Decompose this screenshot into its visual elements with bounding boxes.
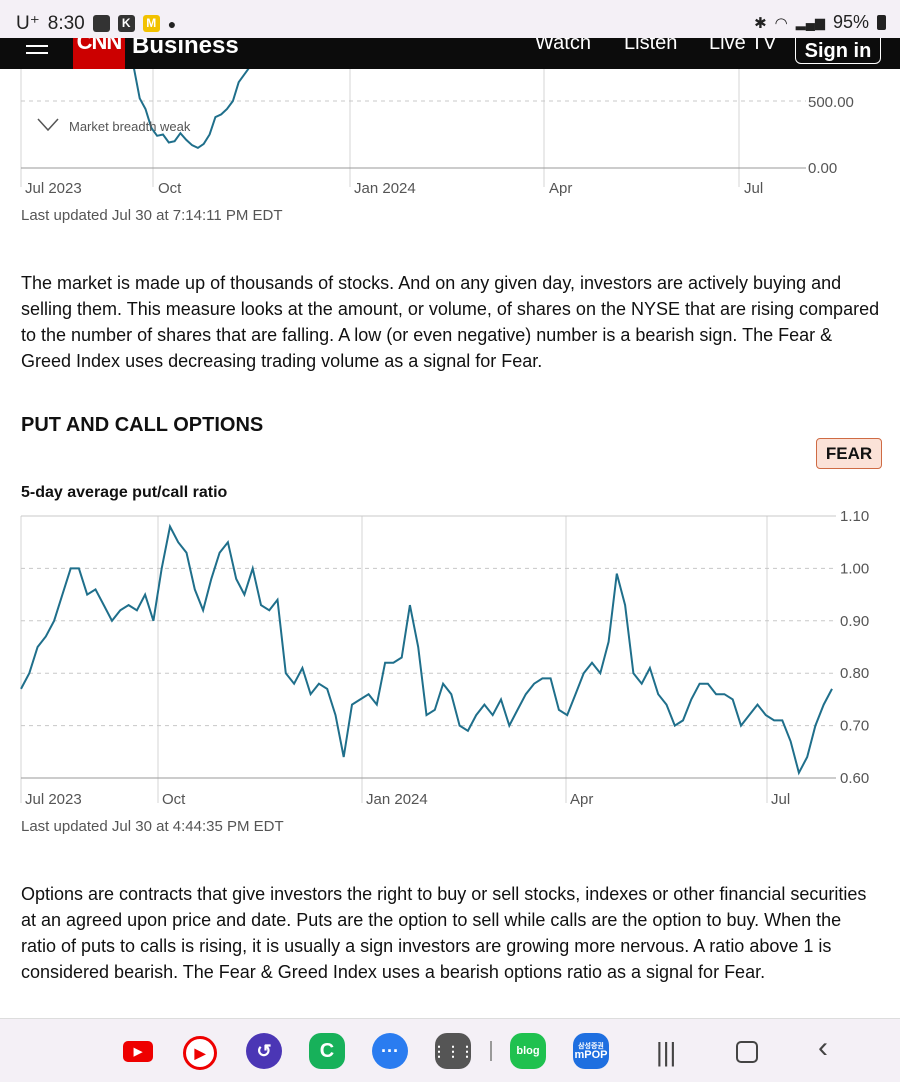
x-tick-label: Jan 2024 xyxy=(354,180,416,197)
app-drawer-icon[interactable]: ⋮⋮⋮ xyxy=(432,1033,474,1069)
x-tick-label: Apr xyxy=(549,180,572,197)
m-app-icon: M xyxy=(142,15,160,32)
y-tick-label: 500.00 xyxy=(808,94,854,111)
put-call-chart: Jul 2023 Oct Jan 2024 Apr Jul 0.60 0.70 0.80 0.9… xyxy=(0,505,900,815)
divider xyxy=(490,1041,492,1061)
x-tick-label: Oct xyxy=(162,791,186,808)
gallery-icon xyxy=(92,15,110,32)
time-label: 8:30 xyxy=(47,12,85,34)
battery-icon xyxy=(877,15,886,30)
y-tick-label: 1.00 xyxy=(840,560,869,577)
y-tick-label: 0.60 xyxy=(840,770,869,787)
mpop-app-icon[interactable]: 삼성증권 mPOP xyxy=(573,1033,609,1069)
x-tick-label: Oct xyxy=(158,180,182,197)
recent-apps-icon[interactable]: ||| xyxy=(656,1037,677,1067)
put-call-description: Options are contracts that give investor… xyxy=(21,884,867,982)
cnn-logo[interactable]: CNN xyxy=(73,38,125,69)
annotation-label: Market breadth weak xyxy=(69,119,191,134)
breadth-chart-svg: 500.00 0.00 Jul 2023 Oct Jan 2024 Apr Ju… xyxy=(20,69,854,197)
section-title[interactable]: Business xyxy=(132,38,239,59)
grid: Jul 2023 Oct Jan 2024 Apr Jul 0.60 0.70 0.80 0.9… xyxy=(20,508,869,808)
y-tick-label: 0.90 xyxy=(840,613,869,630)
k-app-icon: K xyxy=(117,15,135,32)
phone-app-icon[interactable]: C xyxy=(309,1033,345,1069)
sign-in-button[interactable]: Sign in xyxy=(795,38,881,64)
breadth-chart: 500.00 0.00 Jul 2023 Oct Jan 2024 Apr Ju… xyxy=(0,69,900,204)
chart-label: 5-day average put/call ratio xyxy=(21,484,228,501)
fear-badge: FEAR xyxy=(816,438,882,469)
mpop-top-label: 삼성증권 xyxy=(578,1043,604,1050)
mpop-label: mPOP xyxy=(574,1049,608,1061)
carrier-label: U⁺ xyxy=(16,13,40,34)
site-header: CNN Business Watch Listen Live TV Sign i… xyxy=(0,38,900,69)
youtube-music-app-icon[interactable]: ▶ xyxy=(183,1036,217,1070)
notification-dot-icon: ● xyxy=(167,15,177,32)
annotation-arrow-icon xyxy=(37,118,59,132)
x-tick-label: Jul 2023 xyxy=(25,791,82,808)
section-heading: PUT AND CALL OPTIONS xyxy=(21,414,264,436)
samsung-internet-app-icon[interactable]: ↺ xyxy=(246,1033,282,1069)
menu-icon[interactable] xyxy=(26,40,48,54)
breadth-updated: Last updated Jul 30 at 7:14:11 PM EDT xyxy=(21,207,283,224)
x-tick-label: Jul xyxy=(771,791,790,808)
battery-level: 95% xyxy=(832,12,869,32)
breadth-description: The market is made up of thousands of st… xyxy=(21,273,880,371)
nav-live-tv[interactable]: Live TV xyxy=(709,38,777,54)
x-tick-label: Apr xyxy=(570,791,593,808)
back-icon[interactable]: ‹ xyxy=(818,1031,828,1064)
put-call-series-line xyxy=(20,523,833,776)
x-tick-label: Jan 2024 xyxy=(366,791,428,808)
y-tick-label: 1.10 xyxy=(840,508,869,525)
y-tick-label: 0.80 xyxy=(840,665,869,682)
put-call-chart-svg: Jul 2023 Oct Jan 2024 Apr Jul 0.60 0.70 0.80 0.9… xyxy=(20,508,869,808)
bluetooth-icon: ✱ xyxy=(754,14,767,32)
y-tick-label: 0.70 xyxy=(840,718,869,735)
nav-listen[interactable]: Listen xyxy=(624,38,678,54)
nav-watch[interactable]: Watch xyxy=(535,38,591,54)
blog-app-icon[interactable]: blog xyxy=(510,1033,546,1069)
x-tick-label: Jul 2023 xyxy=(25,180,82,197)
home-icon[interactable] xyxy=(736,1041,758,1063)
messages-app-icon[interactable]: ··· xyxy=(372,1033,408,1069)
put-call-updated: Last updated Jul 30 at 4:44:35 PM EDT xyxy=(21,818,284,835)
signal-icon: ▂▄▆ xyxy=(795,14,825,30)
youtube-app-icon[interactable]: ▶ xyxy=(120,1033,156,1069)
x-tick-label: Jul xyxy=(744,180,763,197)
wifi-icon: ◠ xyxy=(774,14,788,32)
bottom-nav-bar: ▶ ▶ ↺ C ··· ⋮⋮⋮ blog 삼성증권 mPOP ||| ‹ xyxy=(0,1018,900,1082)
y-tick-label: 0.00 xyxy=(808,160,837,177)
breadth-series-line xyxy=(133,69,250,150)
